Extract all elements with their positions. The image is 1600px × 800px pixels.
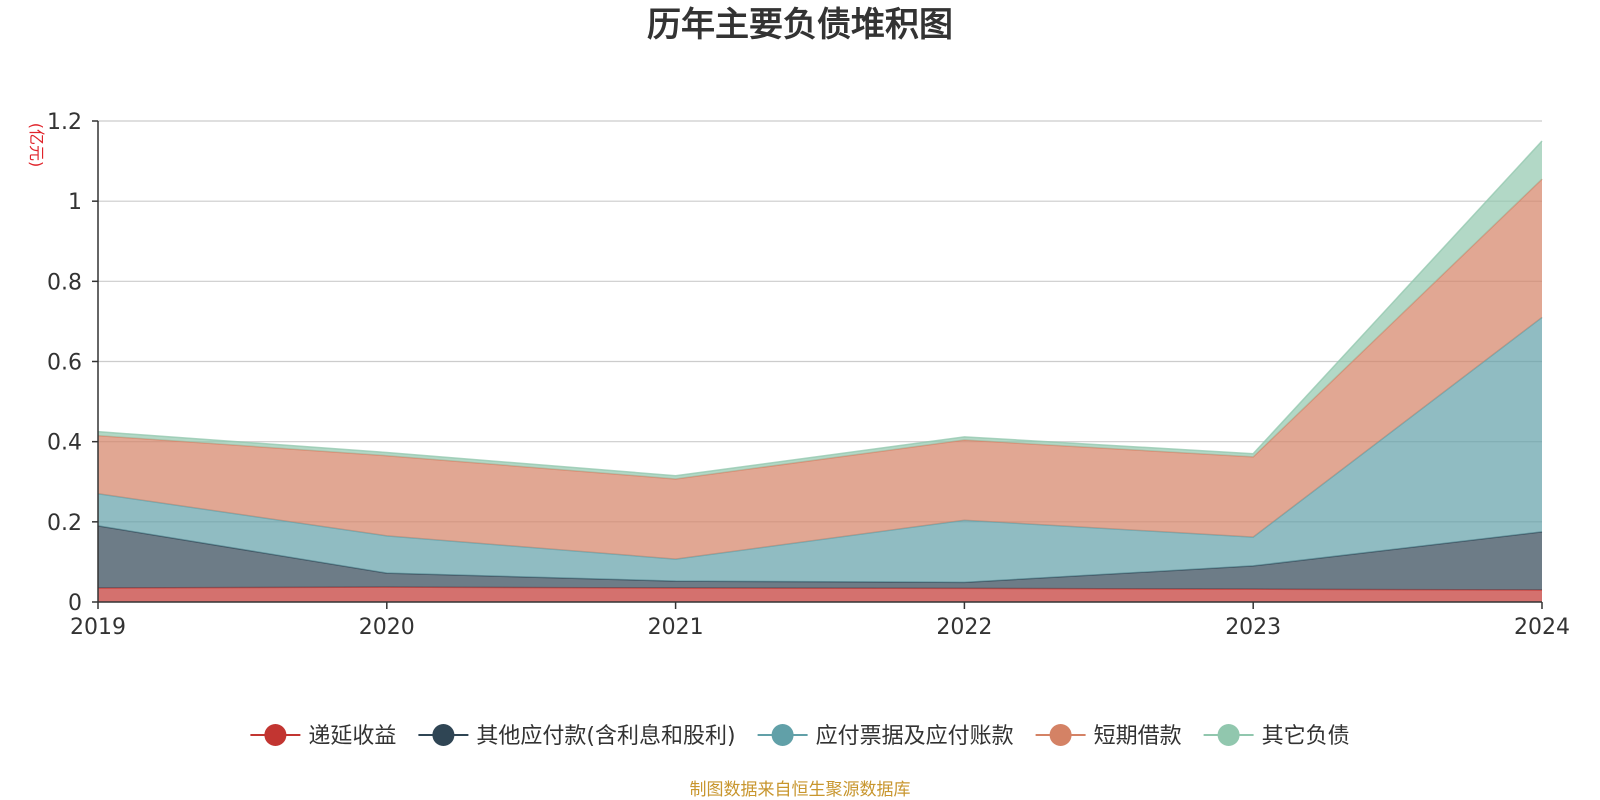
legend-marker [771, 724, 794, 746]
legend-label: 递延收益 [308, 724, 396, 749]
area-series-4 [98, 141, 1542, 479]
area-line-4 [97, 140, 1543, 477]
x-tick-label: 2024 [1514, 615, 1570, 640]
area-series-0 [98, 587, 1542, 602]
y-tick-label: 0.4 [47, 431, 82, 456]
y-tick-label: 1 [68, 190, 82, 215]
area-series-1 [98, 525, 1542, 590]
y-tick-label: 0.6 [47, 351, 82, 376]
y-tick-label: 0.8 [47, 270, 82, 295]
x-tick-label: 2020 [359, 615, 415, 640]
y-axis-unit: (亿元) [27, 123, 46, 168]
area-series-layer [97, 140, 1543, 602]
legend-item: 其它负债 [1203, 724, 1350, 749]
y-tick-label: 0.2 [47, 511, 82, 536]
x-tick-label: 2021 [648, 615, 704, 640]
legend-label: 其它负债 [1262, 724, 1350, 749]
legend: 递延收益 其他应付款(含利息和股利) 应付票据及应付账款 短期借款 其它负债 [250, 724, 1350, 749]
legend-label: 应付票据及应付账款 [816, 724, 1014, 749]
legend-item: 短期借款 [1035, 724, 1182, 749]
legend-marker [1049, 724, 1072, 746]
legend-marker [432, 724, 455, 746]
chart-title: 历年主要负债堆积图 [647, 5, 953, 45]
x-tick-label: 2022 [936, 615, 992, 640]
data-source-note: 制图数据来自恒生聚源数据库 [690, 780, 911, 800]
x-tick-label: 2019 [70, 615, 126, 640]
area-series-3 [98, 179, 1542, 560]
legend-item: 应付票据及应付账款 [757, 724, 1014, 749]
legend-marker [1217, 724, 1240, 746]
x-tick-label: 2023 [1225, 615, 1281, 640]
y-tick-label: 1.2 [47, 110, 82, 135]
y-tick-label: 0 [68, 591, 82, 616]
legend-label: 其他应付款(含利息和股利) [476, 724, 735, 749]
legend-item: 递延收益 [250, 724, 396, 749]
legend-marker [264, 724, 287, 746]
legend-label: 短期借款 [1094, 724, 1182, 749]
legend-item: 其他应付款(含利息和股利) [418, 724, 736, 749]
axes: 0 0.2 0.4 0.6 0.8 1 1.2 2019 2020 2021 2022 2023 202… [47, 110, 1570, 640]
